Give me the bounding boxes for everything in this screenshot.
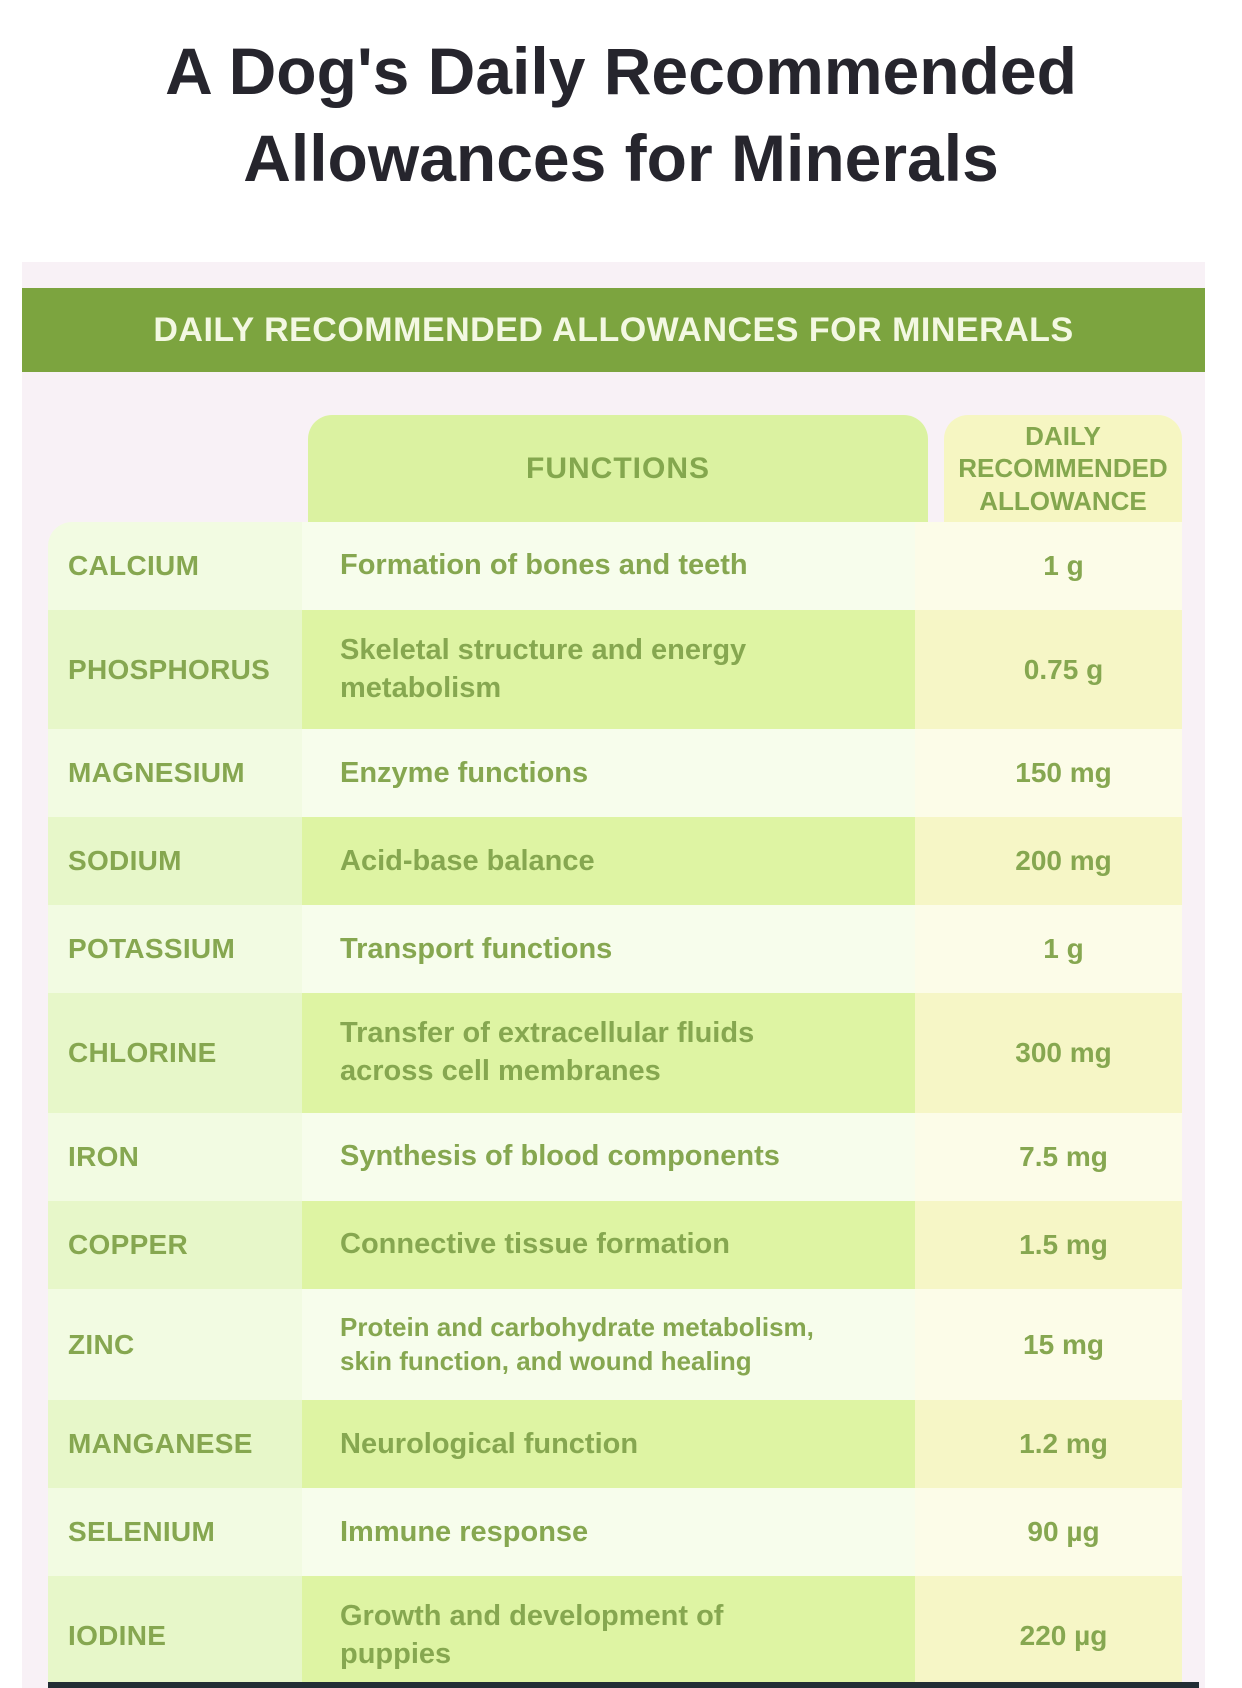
page-title: A Dog's Daily Recommended Allowances for… xyxy=(165,34,1077,196)
mineral-name-cell: ZINC xyxy=(48,1288,302,1401)
mineral-name-cell: IODINE xyxy=(48,1576,302,1688)
function-cell: Skeletal structure and energy metabolism xyxy=(302,610,915,730)
table-row: IRON Synthesis of blood components 7.5 m… xyxy=(48,1112,1182,1201)
function-cell: Connective tissue formation xyxy=(302,1200,915,1289)
table-row: SODIUM Acid-base balance 200 mg xyxy=(48,817,1182,906)
table-row: CHLORINE Transfer of extracellular fluid… xyxy=(48,993,1182,1113)
function-cell: Neurological function xyxy=(302,1400,915,1489)
table-row: ZINC Protein and carbohydrate metabolism… xyxy=(48,1288,1182,1401)
allowance-cell: 90 µg xyxy=(915,1488,1182,1577)
table-header-row: FUNCTIONS DAILY RECOMMENDED ALLOWANCE xyxy=(48,415,1182,522)
mineral-name-cell: MANGANESE xyxy=(48,1400,302,1489)
function-cell: Protein and carbohydrate metabolism, ski… xyxy=(302,1288,915,1401)
table-row: SELENIUM Immune response 90 µg xyxy=(48,1488,1182,1577)
function-cell: Synthesis of blood components xyxy=(302,1112,915,1201)
allowance-cell: 300 mg xyxy=(915,993,1182,1113)
allowance-cell: 1.2 mg xyxy=(915,1400,1182,1489)
function-cell: Formation of bones and teeth xyxy=(302,522,915,610)
mineral-name-cell: SODIUM xyxy=(48,817,302,906)
allowance-cell: 220 µg xyxy=(915,1576,1182,1688)
mineral-name-cell: PHOSPHORUS xyxy=(48,610,302,730)
function-cell: Acid-base balance xyxy=(302,817,915,906)
function-cell: Enzyme functions xyxy=(302,729,915,818)
allowance-cell: 7.5 mg xyxy=(915,1112,1182,1201)
function-cell: Transfer of extracellular fluids across … xyxy=(302,993,915,1113)
allowance-cell: 150 mg xyxy=(915,729,1182,818)
allowance-column-header: DAILY RECOMMENDED ALLOWANCE xyxy=(944,415,1182,522)
table-body: CALCIUM Formation of bones and teeth 1 g… xyxy=(48,522,1182,1688)
allowance-cell: 200 mg xyxy=(915,817,1182,906)
table-row: COPPER Connective tissue formation 1.5 m… xyxy=(48,1200,1182,1289)
table-row: MANGANESE Neurological function 1.2 mg xyxy=(48,1400,1182,1489)
mineral-name-cell: CALCIUM xyxy=(48,522,302,610)
table-row: CALCIUM Formation of bones and teeth 1 g xyxy=(48,522,1182,610)
functions-column-header: FUNCTIONS xyxy=(308,415,928,522)
mineral-name-cell: POTASSIUM xyxy=(48,905,302,994)
allowance-cell: 0.75 g xyxy=(915,610,1182,730)
mineral-name-cell: CHLORINE xyxy=(48,993,302,1113)
allowance-cell: 15 mg xyxy=(915,1288,1182,1401)
table-banner: DAILY RECOMMENDED ALLOWANCES FOR MINERAL… xyxy=(22,288,1205,372)
function-cell: Immune response xyxy=(302,1488,915,1577)
table-row: MAGNESIUM Enzyme functions 150 mg xyxy=(48,729,1182,818)
function-cell: Growth and development of puppies xyxy=(302,1576,915,1688)
table-row: PHOSPHORUS Skeletal structure and energy… xyxy=(48,610,1182,730)
allowance-cell: 1 g xyxy=(915,905,1182,994)
allowance-cell: 1.5 mg xyxy=(915,1200,1182,1289)
function-cell: Transport functions xyxy=(302,905,915,994)
allowance-cell: 1 g xyxy=(915,522,1182,610)
mineral-name-cell: IRON xyxy=(48,1112,302,1201)
mineral-name-cell: COPPER xyxy=(48,1200,302,1289)
table-row: POTASSIUM Transport functions 1 g xyxy=(48,905,1182,994)
next-section-edge xyxy=(48,1682,1199,1688)
table-row: IODINE Growth and development of puppies… xyxy=(48,1576,1182,1688)
mineral-name-cell: SELENIUM xyxy=(48,1488,302,1577)
minerals-panel: DAILY RECOMMENDED ALLOWANCES FOR MINERAL… xyxy=(22,262,1205,1688)
mineral-name-cell: MAGNESIUM xyxy=(48,729,302,818)
